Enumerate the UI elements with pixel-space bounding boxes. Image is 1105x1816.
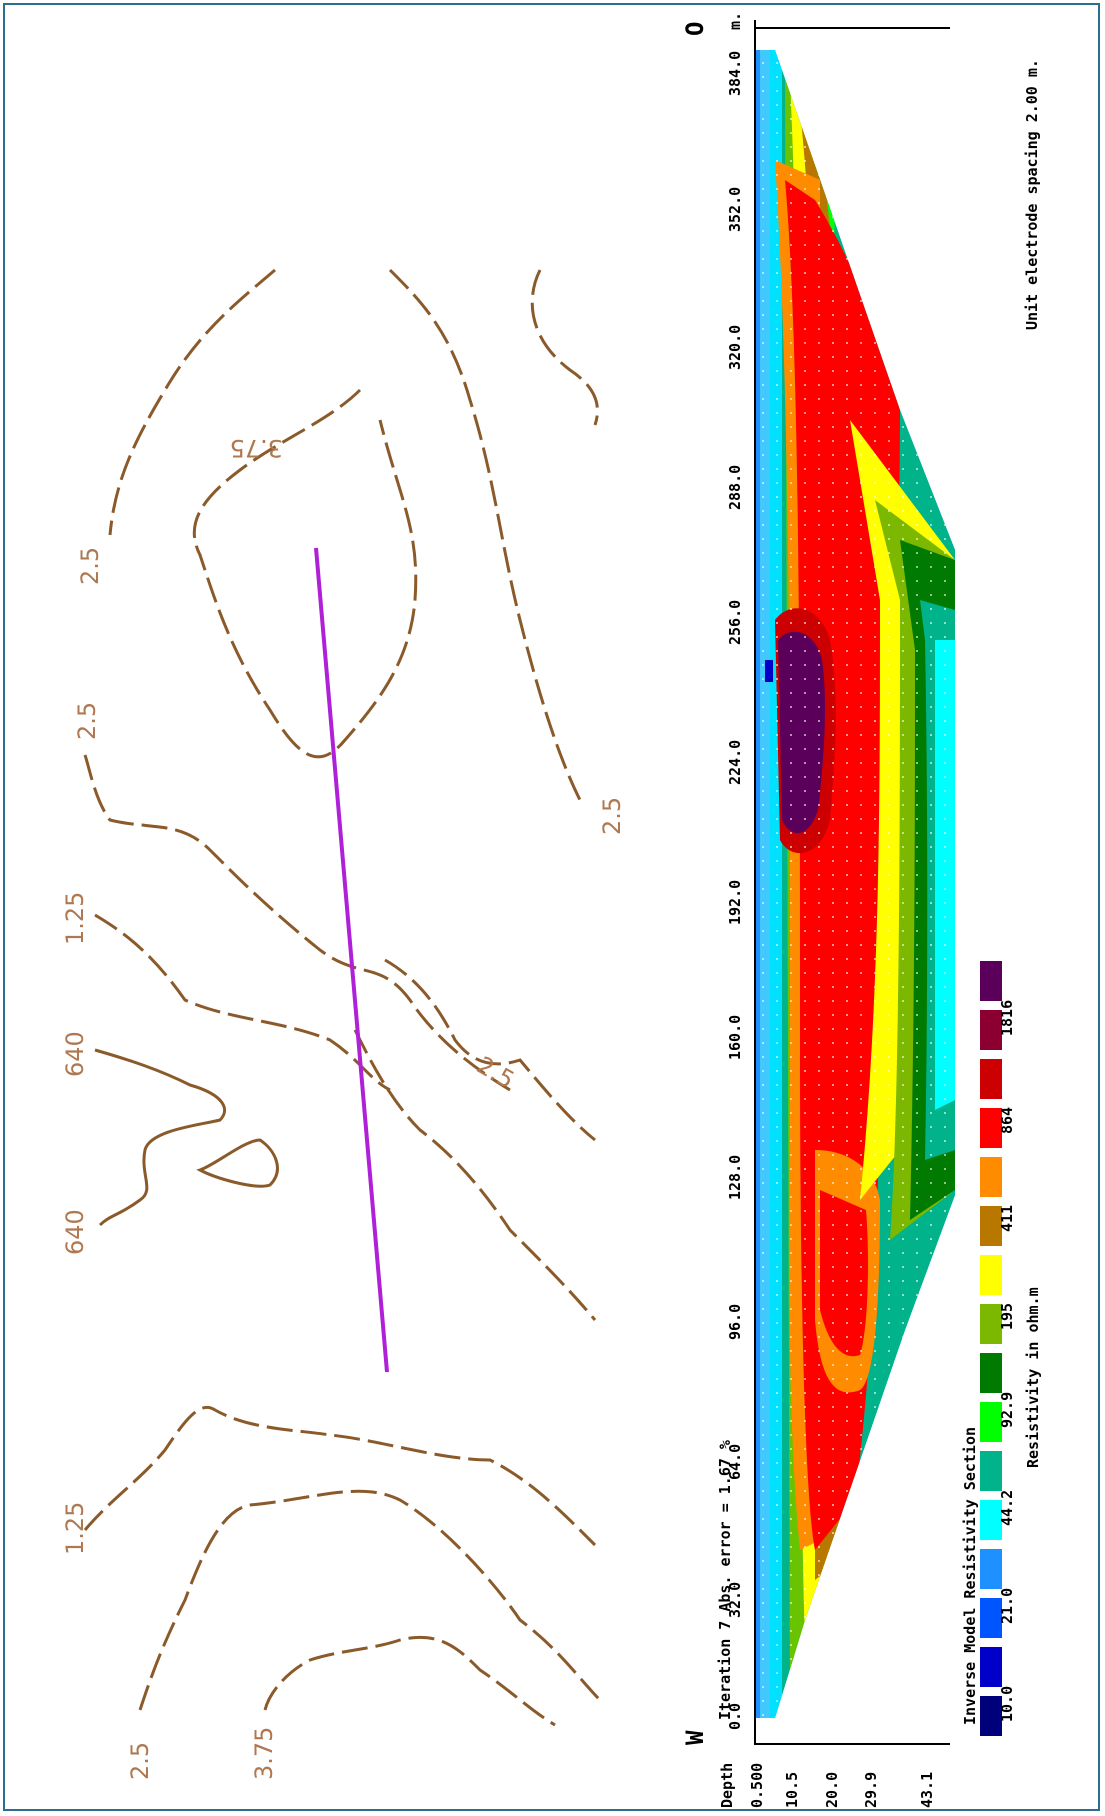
contour-label: 1.25 [61, 892, 89, 945]
contour-line [263, 1635, 556, 1727]
profile-line [314, 547, 389, 1373]
legend-swatch [980, 1598, 1002, 1638]
figure-frame [3, 3, 1100, 1811]
distance-tick-label: 384.0 [726, 51, 744, 96]
legend-swatch [980, 1010, 1002, 1050]
depth-tick-label: 0.500 [748, 1763, 766, 1808]
spacing-text: Unit electrode spacing 2.00 m. [1023, 59, 1041, 330]
contour-line [138, 1489, 602, 1711]
legend-swatch [980, 1059, 1002, 1099]
legend-swatch [980, 1500, 1002, 1540]
distance-tick-label: 160.0 [726, 1015, 744, 1060]
contour-label: 2.5 [73, 702, 101, 740]
depth-ticks: Depth 0.500 10.5 20.0 29.9 43.1 [718, 1763, 936, 1808]
depth-tick-label: 29.9 [862, 1772, 880, 1808]
legend-swatch [980, 1451, 1002, 1491]
legend-value: 411 [998, 1205, 1016, 1232]
orientation-east: O [681, 22, 709, 36]
legend-values: 10.0 21.0 44.2 92.9 195 411 864 1816 [998, 1000, 1016, 1722]
legend-swatch [980, 1696, 1002, 1736]
contour-line [384, 958, 596, 1142]
contour-line [108, 268, 276, 536]
distance-tick-label: 288.0 [726, 465, 744, 510]
contour-line [530, 269, 599, 426]
contour-label: 3.75 [230, 434, 283, 462]
depth-tick-label: 10.5 [783, 1772, 801, 1808]
contour-line [388, 268, 582, 801]
legend-value: 1816 [998, 1000, 1016, 1036]
distance-tick-label: 224.0 [726, 740, 744, 785]
contour-line [192, 388, 418, 759]
contour-label: 2.5 [598, 797, 626, 835]
contour-label: 2.5 [472, 1051, 519, 1094]
contour-label: 3.75 [250, 1727, 278, 1780]
distance-tick-label: 256.0 [726, 600, 744, 645]
legend-value: 864 [998, 1107, 1016, 1134]
legend-swatches [980, 961, 1002, 1736]
depth-tick-label: 20.0 [823, 1772, 841, 1808]
resistivity-legend: Inverse Model Resistivity Section Resist… [961, 961, 1042, 1736]
legend-swatch [980, 1647, 1002, 1687]
legend-swatch [980, 961, 1002, 1001]
legend-swatch [980, 1402, 1002, 1442]
contour-label: 2.5 [126, 1742, 154, 1780]
legend-swatch [980, 1255, 1002, 1295]
contour-map: 2.5 3.75 2.5 2.5 1.25 640 2.5 640 1.25 2… [61, 268, 626, 1780]
legend-swatch [980, 1549, 1002, 1589]
contour-line [83, 1406, 597, 1547]
legend-value: 44.2 [998, 1490, 1016, 1526]
contour-label: 640 [61, 1031, 89, 1077]
contour-line [353, 1029, 597, 1321]
distance-tick-label: 320.0 [726, 325, 744, 370]
contour-label: 640 [61, 1209, 89, 1255]
contour-line [196, 1138, 279, 1188]
legend-swatch [980, 1206, 1002, 1246]
distance-tick-label: 0.0 [726, 1703, 744, 1730]
legend-swatch [980, 1353, 1002, 1393]
distance-tick-label: 352.0 [726, 187, 744, 232]
depth-tick-label: 43.1 [918, 1772, 936, 1808]
legend-swatch [980, 1108, 1002, 1148]
legend-title: Inverse Model Resistivity Section [961, 1427, 979, 1725]
legend-swatch [980, 1304, 1002, 1344]
contour-label: 1.25 [61, 1502, 89, 1555]
depth-axis-label: Depth [718, 1763, 736, 1808]
distance-tick-label: 128.0 [726, 1155, 744, 1200]
contour-label: 2.5 [76, 547, 104, 585]
legend-value: 21.0 [998, 1588, 1016, 1624]
legend-units: Resistivity in ohm.m [1024, 1287, 1042, 1468]
contour-line [83, 754, 511, 1092]
legend-swatch [980, 1157, 1002, 1197]
distance-tick-label: 192.0 [726, 880, 744, 925]
contour-line [94, 913, 391, 1092]
iteration-text: Iteration 7 Abs. error = 1.67 % [716, 1440, 734, 1720]
legend-value: 92.9 [998, 1392, 1016, 1428]
contour-line [94, 1048, 226, 1227]
resistivity-section: 0.0 32.0 64.0 96.0 128.0 160.0 192.0 224… [681, 12, 1042, 1808]
distance-tick-label: 32.0 [726, 1582, 744, 1618]
legend-value: 10.0 [998, 1686, 1016, 1722]
orientation-west: W [681, 1730, 709, 1745]
distance-ticks: 0.0 32.0 64.0 96.0 128.0 160.0 192.0 224… [726, 12, 744, 1730]
section-pseudosection [755, 50, 955, 1718]
distance-tick-label: 64.0 [726, 1444, 744, 1480]
legend-value: 195 [998, 1303, 1016, 1330]
distance-unit: m. [726, 12, 744, 30]
distance-tick-label: 96.0 [726, 1304, 744, 1340]
